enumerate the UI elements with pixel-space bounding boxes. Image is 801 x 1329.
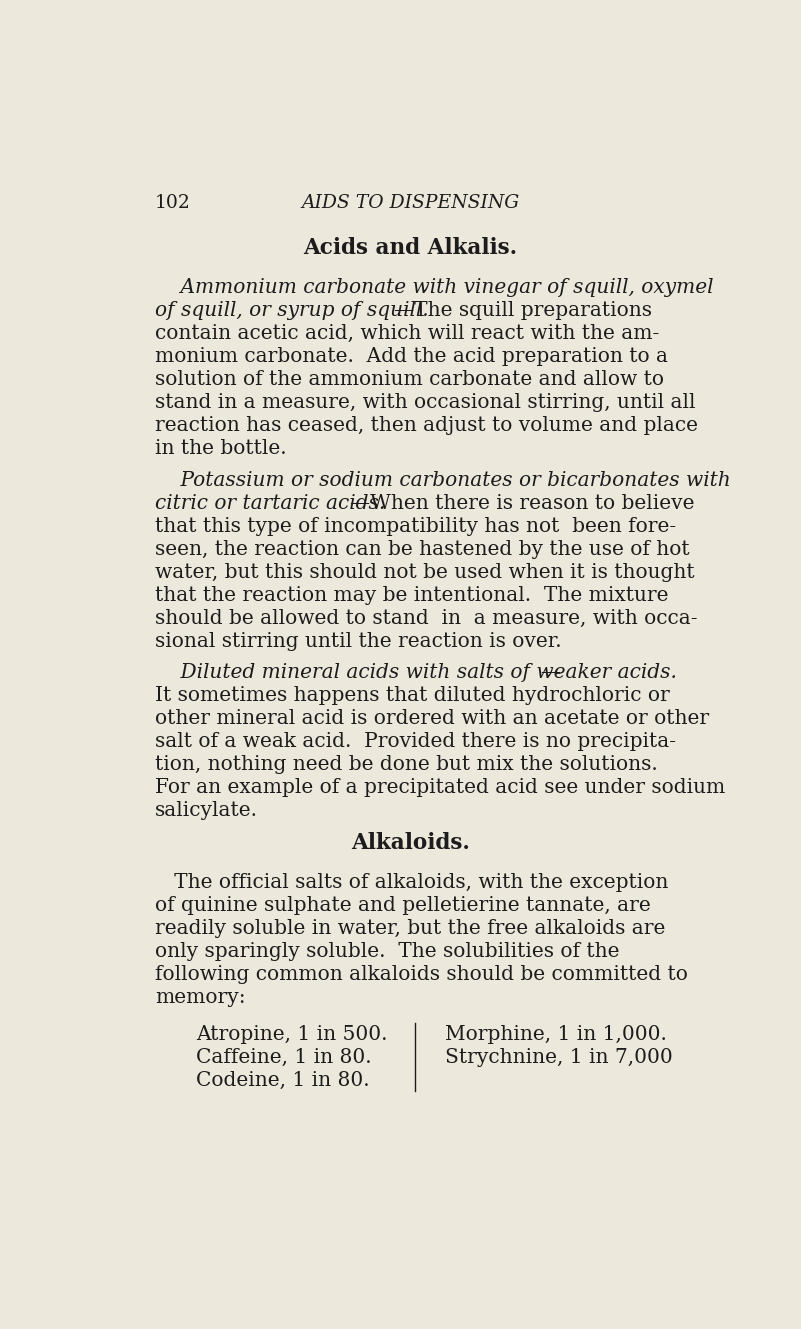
Text: For an example of a precipitated acid see under sodium: For an example of a precipitated acid se… (155, 777, 725, 797)
Text: other mineral acid is ordered with an acetate or other: other mineral acid is ordered with an ac… (155, 708, 709, 728)
Text: The official salts of alkaloids, with the exception: The official salts of alkaloids, with th… (155, 873, 668, 892)
Text: —The squill preparations: —The squill preparations (394, 302, 652, 320)
Text: should be allowed to stand  in  a measure, with occa-: should be allowed to stand in a measure,… (155, 609, 697, 627)
Text: Morphine, 1 in 1,000.: Morphine, 1 in 1,000. (445, 1025, 666, 1045)
Text: sional stirring until the reaction is over.: sional stirring until the reaction is ov… (155, 631, 562, 651)
Text: in the bottle.: in the bottle. (155, 440, 287, 459)
Text: —When there is reason to believe: —When there is reason to believe (350, 493, 694, 513)
Text: that the reaction may be intentional.  The mixture: that the reaction may be intentional. Th… (155, 586, 668, 605)
Text: following common alkaloids should be committed to: following common alkaloids should be com… (155, 965, 687, 985)
Text: contain acetic acid, which will react with the am-: contain acetic acid, which will react wi… (155, 324, 659, 343)
Text: tion, nothing need be done but mix the solutions.: tion, nothing need be done but mix the s… (155, 755, 658, 773)
Text: of quinine sulphate and pelletierine tannate, are: of quinine sulphate and pelletierine tan… (155, 896, 650, 916)
Text: Ammonium carbonate with vinegar of squill, oxymel: Ammonium carbonate with vinegar of squil… (155, 278, 713, 298)
Text: —: — (540, 663, 560, 682)
Text: solution of the ammonium carbonate and allow to: solution of the ammonium carbonate and a… (155, 371, 664, 389)
Text: only sparingly soluble.  The solubilities of the: only sparingly soluble. The solubilities… (155, 942, 619, 961)
Text: citric or tartaric acids.: citric or tartaric acids. (155, 493, 385, 513)
Text: readily soluble in water, but the free alkaloids are: readily soluble in water, but the free a… (155, 920, 665, 938)
Text: Acids and Alkalis.: Acids and Alkalis. (304, 238, 517, 259)
Text: Strychnine, 1 in 7,000: Strychnine, 1 in 7,000 (445, 1049, 672, 1067)
Text: reaction has ceased, then adjust to volume and place: reaction has ceased, then adjust to volu… (155, 416, 698, 436)
Text: 102: 102 (155, 194, 191, 213)
Text: monium carbonate.  Add the acid preparation to a: monium carbonate. Add the acid preparati… (155, 347, 668, 367)
Text: salicylate.: salicylate. (155, 801, 258, 820)
Text: water, but this should not be used when it is thought: water, but this should not be used when … (155, 562, 694, 582)
Text: Codeine, 1 in 80.: Codeine, 1 in 80. (196, 1071, 370, 1090)
Text: Caffeine, 1 in 80.: Caffeine, 1 in 80. (196, 1049, 372, 1067)
Text: stand in a measure, with occasional stirring, until all: stand in a measure, with occasional stir… (155, 393, 695, 412)
Text: Diluted mineral acids with salts of weaker acids.: Diluted mineral acids with salts of weak… (155, 663, 677, 682)
Text: Potassium or sodium carbonates or bicarbonates with: Potassium or sodium carbonates or bicarb… (155, 470, 731, 489)
Text: Alkaloids.: Alkaloids. (351, 832, 470, 855)
Text: salt of a weak acid.  Provided there is no precipita-: salt of a weak acid. Provided there is n… (155, 732, 676, 751)
Text: Atropine, 1 in 500.: Atropine, 1 in 500. (196, 1025, 388, 1045)
Text: that this type of incompatibility has not  been fore-: that this type of incompatibility has no… (155, 517, 676, 536)
Text: It sometimes happens that diluted hydrochloric or: It sometimes happens that diluted hydroc… (155, 686, 670, 704)
Text: of squill, or syrup of squill.: of squill, or syrup of squill. (155, 302, 429, 320)
Text: seen, the reaction can be hastened by the use of hot: seen, the reaction can be hastened by th… (155, 540, 690, 558)
Text: AIDS TO DISPENSING: AIDS TO DISPENSING (301, 194, 520, 213)
Text: memory:: memory: (155, 989, 245, 1007)
